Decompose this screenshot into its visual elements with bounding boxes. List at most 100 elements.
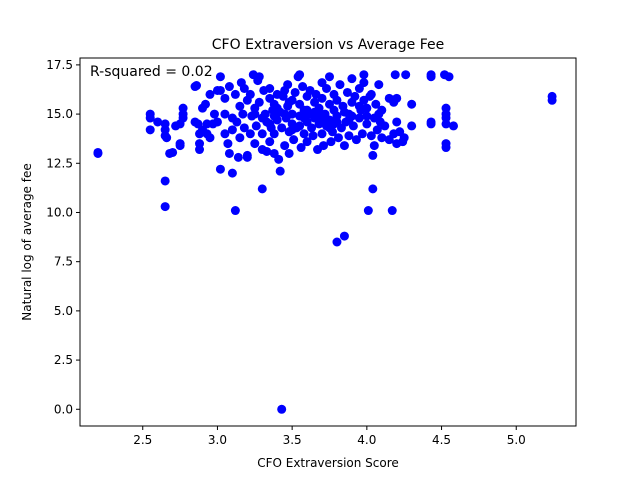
plot-frame bbox=[79, 57, 577, 427]
scatter-point bbox=[324, 72, 334, 82]
scatter-point bbox=[368, 150, 378, 160]
scatter-point bbox=[284, 97, 294, 107]
scatter-point bbox=[295, 70, 305, 80]
x-tick-label: 2.5 bbox=[133, 433, 152, 447]
scatter-point bbox=[298, 82, 308, 92]
scatter-point bbox=[369, 141, 379, 151]
scatter-point bbox=[407, 121, 417, 131]
scatter-point bbox=[254, 72, 264, 82]
scatter-point bbox=[220, 109, 230, 119]
scatter-point bbox=[363, 206, 373, 216]
scatter-point bbox=[326, 137, 336, 147]
chart-title: CFO Extraversion vs Average Fee bbox=[212, 37, 444, 53]
scatter-point bbox=[332, 237, 342, 247]
scatter-point bbox=[251, 121, 261, 131]
scatter-point bbox=[368, 184, 378, 194]
y-tick-label: 17.5 bbox=[46, 58, 73, 72]
scatter-point bbox=[215, 85, 225, 95]
scatter-point bbox=[299, 113, 309, 123]
scatter-point bbox=[390, 70, 400, 80]
scatter-point bbox=[262, 146, 272, 156]
scatter-point bbox=[160, 202, 170, 212]
scatter-point bbox=[93, 148, 103, 158]
scatter-point bbox=[233, 152, 243, 162]
scatter-point bbox=[372, 125, 382, 135]
scatter-point bbox=[205, 133, 215, 143]
scatter-point bbox=[265, 84, 275, 93]
scatter-point bbox=[362, 111, 372, 121]
scatter-point bbox=[377, 105, 387, 115]
scatter-point bbox=[339, 231, 349, 241]
y-axis: 0.0 2.5 5.0 7.5 10.0 12.5 15.0 17.5 bbox=[46, 58, 80, 416]
scatter-point bbox=[302, 137, 312, 147]
scatter-point bbox=[296, 143, 306, 153]
scatter-point bbox=[160, 176, 170, 186]
scatter-point bbox=[448, 121, 458, 131]
scatter-point bbox=[354, 101, 364, 111]
scatter-point bbox=[332, 95, 342, 105]
r-squared-annotation: R-squared = 0.02 bbox=[90, 64, 213, 80]
scatter-point bbox=[339, 141, 349, 151]
scatter-point bbox=[280, 109, 290, 119]
scatter-point bbox=[441, 119, 451, 129]
scatter-point bbox=[289, 135, 299, 145]
scatter-point bbox=[401, 70, 411, 80]
scatter-point bbox=[232, 117, 242, 127]
scatter-point bbox=[339, 107, 349, 117]
x-tick-label: 4.0 bbox=[357, 433, 376, 447]
scatter-point bbox=[392, 93, 402, 103]
scatter-point bbox=[377, 133, 387, 143]
scatter-point bbox=[145, 125, 155, 135]
scatter-point bbox=[265, 119, 275, 129]
scatter-point bbox=[230, 206, 240, 216]
x-axis-label: CFO Extraversion Score bbox=[257, 456, 399, 470]
scatter-point bbox=[245, 89, 255, 99]
scatter-point bbox=[366, 131, 376, 141]
scatter-point bbox=[354, 113, 364, 123]
scatter-point bbox=[359, 78, 369, 88]
scatter-point bbox=[399, 133, 409, 143]
scatter-point bbox=[283, 80, 293, 90]
scatter-point bbox=[307, 123, 317, 133]
x-tick-label: 5.0 bbox=[507, 433, 526, 447]
scatter-point bbox=[209, 109, 219, 119]
scatter-point bbox=[344, 115, 354, 125]
scatter-point bbox=[319, 141, 329, 151]
scatter-point bbox=[257, 184, 267, 194]
scatter-point bbox=[317, 129, 327, 139]
scatter-point bbox=[227, 125, 237, 135]
scatter-point bbox=[444, 72, 454, 82]
scatter-point bbox=[350, 91, 360, 101]
x-tick-label: 3.5 bbox=[283, 433, 302, 447]
scatter-point bbox=[287, 109, 297, 119]
y-tick-label: 10.0 bbox=[46, 205, 73, 219]
scatter-point bbox=[220, 93, 230, 103]
scatter-point bbox=[295, 121, 305, 131]
scatter-point bbox=[277, 404, 287, 414]
scatter-point bbox=[175, 141, 185, 151]
x-tick-label: 4.5 bbox=[432, 433, 451, 447]
scatter-point bbox=[215, 164, 225, 174]
scatter-point bbox=[441, 143, 451, 153]
scatter-point bbox=[239, 84, 249, 93]
scatter-point bbox=[392, 117, 402, 127]
scatter-point bbox=[269, 129, 279, 139]
y-tick-label: 0.0 bbox=[54, 402, 73, 416]
scatter-point bbox=[322, 84, 332, 93]
scatter-point bbox=[329, 119, 339, 129]
scatter-point bbox=[212, 117, 222, 127]
scatter-point bbox=[387, 206, 397, 216]
scatter-point bbox=[220, 129, 230, 139]
scatter-point bbox=[227, 168, 237, 178]
scatter-point bbox=[374, 80, 384, 90]
scatter-point bbox=[153, 117, 163, 127]
scatter-point bbox=[547, 95, 557, 105]
scatter-point bbox=[362, 103, 372, 113]
scatter-point bbox=[238, 109, 248, 119]
scatter-point bbox=[254, 97, 264, 107]
scatter-point bbox=[371, 99, 381, 109]
scatter-point bbox=[380, 121, 390, 131]
scatter-point bbox=[362, 119, 372, 129]
scatter-point bbox=[215, 72, 225, 82]
scatter-point bbox=[242, 152, 252, 162]
